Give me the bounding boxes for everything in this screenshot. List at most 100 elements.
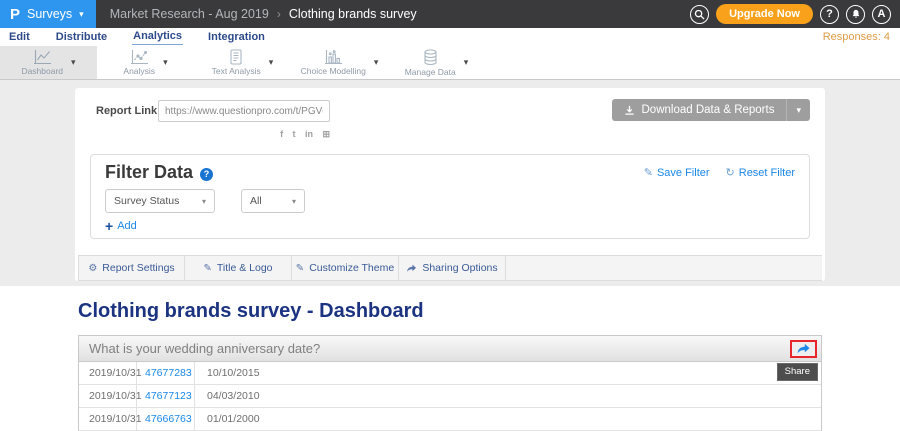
toolbar-item-label: Text Analysis (211, 66, 261, 76)
chevron-down-icon[interactable]: ▾ (163, 57, 168, 67)
search-button[interactable] (690, 4, 710, 24)
chevron-down-icon[interactable]: ▾ (463, 57, 469, 67)
reset-icon: ↻ (725, 167, 735, 179)
topbar: P Surveys ▾ Market Research - Aug 2019 ›… (0, 0, 900, 28)
help-button[interactable]: ? (820, 4, 839, 24)
toolbar-item-label: Choice Modelling (300, 66, 366, 76)
pencil-icon: ✎ (203, 262, 212, 274)
tab-label: Title & Logo (216, 262, 273, 274)
report-link-input[interactable] (158, 100, 330, 122)
save-filter-button[interactable]: ✎ Save Filter (643, 166, 710, 180)
linkedin-icon[interactable]: in (305, 129, 313, 139)
help-circle-icon[interactable]: ? (200, 167, 214, 181)
toolbar-item-dashboard[interactable]: Dashboard ▾ (0, 46, 97, 79)
save-filter-label: Save Filter (656, 166, 710, 179)
embed-icon[interactable]: ⊞ (322, 129, 330, 139)
breadcrumb-separator-icon: › (276, 7, 281, 21)
response-answer: 10/10/2015 (207, 367, 260, 379)
download-data-group: Download Data & Reports ▾ (611, 99, 810, 121)
document-text-icon (230, 49, 242, 65)
report-settings-tabs: ⚙ Report Settings ✎ Title & Logo ✎ Custo… (78, 255, 822, 281)
add-filter-label: Add (117, 219, 137, 232)
question-title: What is your wedding anniversary date? (89, 341, 321, 356)
report-settings-card: Report Link f t in ⊞ Download Data & Rep… (75, 88, 825, 281)
tab-report-settings[interactable]: ⚙ Report Settings (78, 256, 185, 280)
response-date: 2019/10/31 (79, 385, 142, 407)
surveys-product-menu[interactable]: P Surveys ▾ (0, 0, 96, 28)
toolbar-item-choice-modelling[interactable]: Choice Modelling ▾ (291, 46, 388, 79)
response-date: 2019/10/31 (79, 408, 142, 430)
avatar[interactable]: A (872, 4, 891, 24)
chevron-down-icon[interactable]: ▾ (373, 57, 379, 67)
upgrade-now-button[interactable]: Upgrade Now (716, 4, 813, 24)
nav-item-edit[interactable]: Edit (9, 30, 30, 43)
tab-sharing-options[interactable]: Sharing Options (399, 256, 506, 280)
response-id-link[interactable]: 47677123 (145, 390, 192, 402)
toolbar-item-manage-data[interactable]: Manage Data ▾ (388, 46, 485, 79)
toolbar-item-label: Dashboard (21, 66, 64, 76)
response-row: 2019/10/31 47677283 10/10/2015 (79, 362, 821, 385)
question-header: What is your wedding anniversary date? S… (79, 336, 821, 381)
response-answer: 01/01/2000 (207, 413, 260, 425)
chevron-down-icon[interactable]: ▾ (268, 57, 274, 67)
download-data-reports-button[interactable]: Download Data & Reports (611, 99, 787, 121)
chevron-down-icon: ▾ (291, 196, 296, 206)
share-icon (407, 264, 417, 272)
tab-label: Report Settings (102, 262, 175, 274)
tab-label: Customize Theme (309, 262, 395, 274)
breadcrumb-survey-name: Clothing brands survey (288, 7, 417, 21)
bell-icon (852, 9, 859, 18)
social-share-row: f t in ⊞ (158, 124, 330, 142)
twitter-icon[interactable]: t (292, 129, 296, 139)
questionpro-logo-icon: P (10, 5, 21, 23)
response-id-link[interactable]: 47666763 (145, 413, 192, 425)
report-link-label: Report Link (96, 105, 158, 117)
page-title: Clothing brands survey - Dashboard (78, 300, 424, 322)
toolbar-item-analysis[interactable]: Analysis ▾ (97, 46, 194, 79)
tab-label: Sharing Options (422, 262, 498, 274)
survey-nav: Edit Distribute Analytics Integration Re… (0, 28, 900, 46)
filter-value-select[interactable]: All ▾ (241, 189, 305, 213)
nav-item-analytics[interactable]: Analytics (132, 29, 184, 45)
settings-section: Report Link f t in ⊞ Download Data & Rep… (0, 80, 900, 286)
filter-type-select[interactable]: Survey Status ▾ (105, 189, 215, 213)
share-button[interactable] (796, 343, 811, 355)
chevron-down-icon: ▾ (79, 8, 84, 19)
question-card: What is your wedding anniversary date? S… (78, 335, 822, 431)
download-options-caret[interactable]: ▾ (786, 99, 810, 121)
responses-count[interactable]: Responses: 4 (822, 31, 890, 43)
topbar-actions: Upgrade Now ? A (690, 4, 900, 24)
filter-value-value: All (250, 195, 262, 207)
dashboard-report: Clothing brands survey - Dashboard What … (0, 286, 900, 431)
filter-type-value: Survey Status (114, 195, 180, 207)
chevron-down-icon[interactable]: ▾ (71, 57, 76, 67)
response-answer: 04/03/2010 (207, 390, 260, 402)
tab-title-logo[interactable]: ✎ Title & Logo (185, 256, 292, 280)
download-label: Download Data & Reports (641, 104, 775, 116)
scatter-chart-icon (130, 50, 148, 65)
toolbar-item-label: Manage Data (404, 66, 456, 77)
facebook-icon[interactable]: f (280, 129, 284, 139)
nav-item-distribute[interactable]: Distribute (55, 30, 108, 43)
gear-icon: ⚙ (88, 262, 98, 274)
tab-customize-theme[interactable]: ✎ Customize Theme (292, 256, 399, 280)
database-icon (424, 48, 437, 65)
pencil-icon: ✎ (643, 167, 653, 179)
bar-chart-icon (324, 50, 342, 65)
response-id-link[interactable]: 47677283 (145, 367, 192, 379)
nav-item-integration[interactable]: Integration (208, 30, 265, 43)
reset-filter-button[interactable]: ↻ Reset Filter (725, 166, 795, 180)
share-highlight-box (790, 339, 817, 358)
toolbar-item-label: Analysis (123, 66, 156, 76)
chevron-down-icon: ▾ (201, 196, 206, 206)
filter-data-panel: Filter Data ? ✎ Save Filter ↻ Reset Filt… (90, 154, 810, 239)
notifications-button[interactable] (846, 4, 865, 24)
toolbar-item-text-analysis[interactable]: Text Analysis ▾ (194, 46, 291, 79)
pencil-icon: ✎ (295, 262, 305, 274)
add-filter-button[interactable]: + Add (105, 218, 155, 233)
plus-icon: + (105, 217, 114, 234)
product-menu-label: Surveys (27, 7, 73, 21)
response-row: 2019/10/31 47666763 01/01/2000 (79, 408, 821, 431)
breadcrumb-folder[interactable]: Market Research - Aug 2019 (109, 7, 269, 21)
search-icon (694, 9, 705, 20)
